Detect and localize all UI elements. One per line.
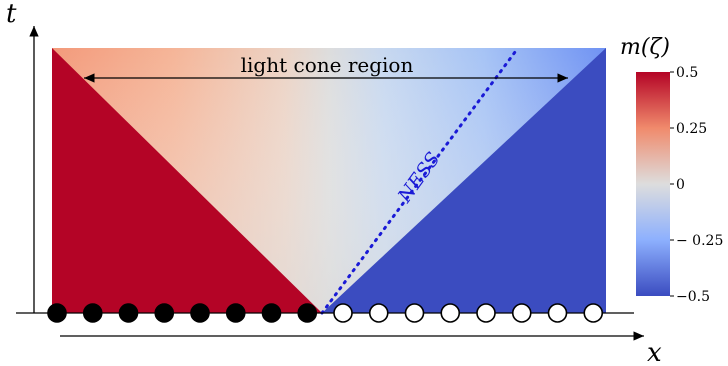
heatmap	[52, 48, 606, 313]
colorbar-tick-label: 0.25	[676, 121, 707, 137]
lattice-sites	[47, 303, 604, 323]
ness-line	[320, 46, 520, 315]
occupied-site	[190, 303, 210, 323]
empty-site	[404, 303, 425, 323]
x-axis-label: x	[647, 338, 662, 366]
colorbar-tick-label: − 0.25	[676, 233, 723, 249]
t-axis-label: t	[6, 0, 17, 29]
occupied-site	[154, 303, 175, 323]
empty-site	[547, 303, 568, 323]
right-saturated-region	[322, 48, 606, 313]
occupied-site	[82, 303, 103, 323]
colorbar-title: m(ζ)	[620, 35, 670, 60]
empty-site	[511, 303, 532, 323]
empty-site	[440, 303, 461, 323]
occupied-site	[47, 303, 67, 323]
empty-site	[583, 303, 604, 323]
occupied-site	[297, 303, 318, 323]
occupied-site	[118, 303, 139, 323]
empty-site	[368, 303, 389, 323]
colorbar-title-text: m(ζ)	[620, 35, 670, 60]
colorbar-tick-label: −0.5	[676, 289, 710, 305]
light-cone-label: light cone region	[241, 53, 414, 77]
colorbar-tick-label: 0	[676, 177, 685, 193]
empty-site	[333, 303, 353, 323]
colorbar	[636, 72, 670, 296]
left-saturated-region	[52, 48, 322, 313]
empty-site	[476, 303, 496, 323]
colorbar-ticks: 0.5 0.25 0 − 0.25 −0.5	[670, 65, 723, 305]
colorbar-tick-label: 0.5	[676, 65, 698, 81]
occupied-site	[261, 303, 282, 323]
occupied-site	[225, 303, 246, 323]
